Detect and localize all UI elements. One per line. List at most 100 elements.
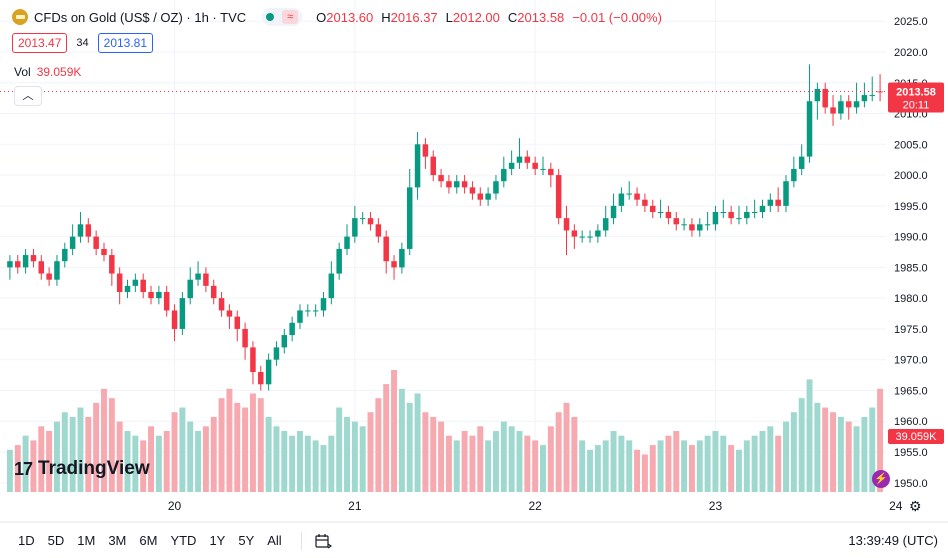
gear-icon[interactable]: ⚙ <box>909 498 922 514</box>
candle <box>289 322 295 336</box>
candle <box>814 88 821 102</box>
volume-bar <box>344 416 350 492</box>
volume-bar <box>22 435 29 492</box>
candle <box>69 236 76 249</box>
candle <box>30 255 37 262</box>
y-tick-label: 1955.0 <box>894 447 928 459</box>
symbol-header[interactable]: CFDs on Gold (US$ / OZ) · 1h · TVC ≈ O 2… <box>12 6 662 28</box>
lightning-icon[interactable]: ⚡ <box>872 470 890 488</box>
range-button-1y[interactable]: 1Y <box>209 533 226 548</box>
volume-bar <box>743 440 750 492</box>
volume-bar <box>735 449 742 492</box>
candle <box>689 224 695 231</box>
volume-bar <box>53 421 60 492</box>
volume-legend[interactable]: Vol 39.059K <box>14 65 81 79</box>
volume-bar <box>383 384 390 492</box>
volume-bar <box>626 440 633 492</box>
range-button-5d[interactable]: 5D <box>47 533 65 548</box>
candle <box>320 298 327 311</box>
calendar-icon[interactable] <box>314 533 332 549</box>
candle <box>430 156 436 176</box>
candle <box>124 285 131 292</box>
candle <box>156 292 162 299</box>
chart-style-toggle[interactable]: ≈ <box>262 8 303 26</box>
buy-price-button[interactable]: 2013.81 <box>97 33 154 53</box>
volume-bar <box>249 393 256 492</box>
candle <box>258 372 264 385</box>
volume-bar <box>218 398 225 492</box>
utc-clock[interactable]: 13:39:49 (UTC) <box>848 533 938 548</box>
sell-price-button[interactable]: 2013.47 <box>12 33 68 53</box>
symbol-title[interactable]: CFDs on Gold (US$ / OZ) · 1h · TVC <box>34 9 247 25</box>
candle <box>610 205 617 219</box>
candle <box>344 236 350 249</box>
candle <box>579 236 585 238</box>
candle <box>501 168 507 182</box>
candle <box>845 101 852 108</box>
range-button-all[interactable]: All <box>267 533 282 548</box>
candle <box>540 168 546 170</box>
tradingview-logo[interactable]: 17 TradingView <box>14 458 150 480</box>
candle <box>109 255 115 274</box>
candle <box>508 162 515 169</box>
candle <box>595 230 601 237</box>
candle <box>399 248 405 268</box>
candle <box>140 279 146 292</box>
candle <box>406 187 413 249</box>
volume-bar <box>132 435 139 492</box>
candle <box>861 95 868 102</box>
x-tick-label: 23 <box>709 499 723 513</box>
candle <box>697 224 703 231</box>
volume-bar <box>304 435 311 492</box>
candle <box>712 212 719 225</box>
volume-bar <box>579 440 586 492</box>
volume-bar <box>367 412 374 492</box>
candle <box>681 224 687 226</box>
candle <box>195 273 201 280</box>
volume-bar <box>728 445 735 492</box>
candle <box>461 181 468 188</box>
volume-bar <box>101 388 107 492</box>
volume-bar <box>61 412 68 492</box>
range-button-3m[interactable]: 3M <box>108 533 127 548</box>
candle <box>46 273 52 280</box>
candle <box>7 261 13 268</box>
candle <box>548 168 554 176</box>
volume-bar <box>759 431 766 492</box>
volume-bar <box>790 412 797 492</box>
volume-bar <box>296 431 303 492</box>
candle <box>187 279 193 299</box>
candle <box>171 310 178 329</box>
range-button-6m[interactable]: 6M <box>139 533 158 548</box>
wave-icon: ≈ <box>282 10 299 24</box>
range-button-ytd[interactable]: YTD <box>170 533 197 548</box>
candle <box>783 181 789 206</box>
gold-icon <box>12 9 28 25</box>
volume-bar <box>116 421 123 492</box>
volume-bar <box>320 445 327 492</box>
high-value: 2016.37 <box>390 9 438 25</box>
candle <box>234 316 241 329</box>
range-button-1m[interactable]: 1M <box>77 533 96 548</box>
range-button-1d[interactable]: 1D <box>18 533 35 548</box>
volume-bar <box>226 388 233 492</box>
volume-bar <box>853 426 860 492</box>
candle <box>744 212 750 219</box>
collapse-legend-button[interactable]: ︿ <box>14 86 42 106</box>
candle <box>532 162 538 169</box>
candle <box>305 310 311 312</box>
volume-bar <box>312 440 319 492</box>
candle <box>101 248 107 256</box>
volume-bar <box>704 435 711 492</box>
volume-bar <box>571 416 578 492</box>
volume-bar <box>681 440 688 492</box>
volume-bar <box>445 435 452 492</box>
bottom-toolbar: 1D 5D 1M 3M 6M YTD 1Y 5Y All 13:39:49 (UTC) <box>0 527 948 554</box>
candle <box>383 236 389 262</box>
close-label: C <box>507 9 518 25</box>
candle <box>563 218 570 231</box>
range-button-5y[interactable]: 5Y <box>238 533 255 548</box>
volume-bar <box>696 440 703 492</box>
volume-bar <box>179 407 186 492</box>
